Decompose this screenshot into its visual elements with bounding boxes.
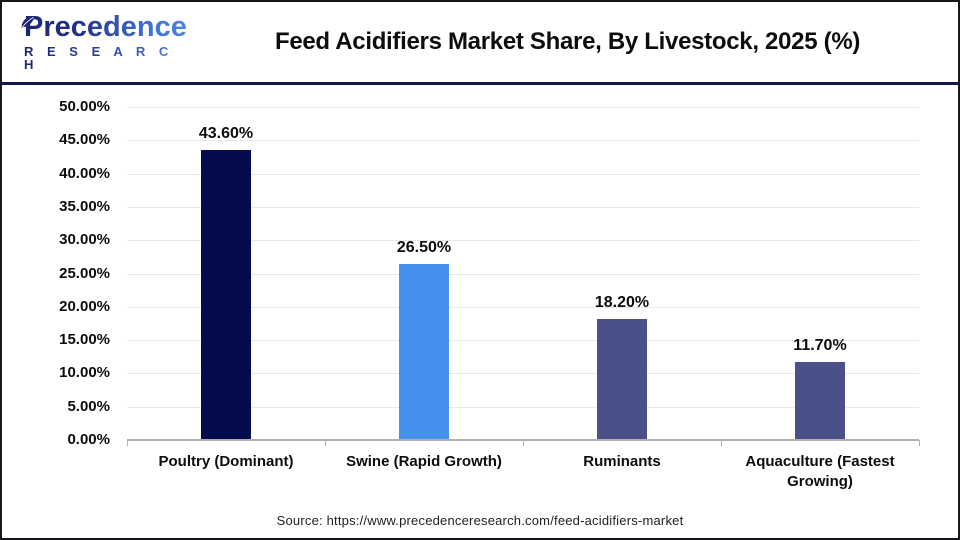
x-axis-category-label: Swine (Rapid Growth) <box>346 453 502 470</box>
x-axis-tick <box>919 440 920 446</box>
x-axis-tick <box>523 440 524 446</box>
gridline <box>127 173 919 175</box>
x-axis-category-label: Poultry (Dominant) <box>158 453 294 470</box>
y-axis-tick-label: 25.00% <box>59 264 110 282</box>
y-axis-tick-label: 10.00% <box>59 364 110 382</box>
x-axis-category-label: Ruminants <box>583 453 661 470</box>
gridline <box>127 406 919 408</box>
header: Precedence R E S E A R C H Feed Acidifie… <box>2 2 958 82</box>
logo-brand-subtitle: R E S E A R C H <box>24 45 187 71</box>
page-title: Feed Acidifiers Market Share, By Livesto… <box>274 28 861 55</box>
header-separator <box>2 82 958 85</box>
bar-slot: 43.60% <box>127 107 325 440</box>
bar-1 <box>201 149 251 440</box>
x-axis-tick <box>721 440 722 446</box>
y-axis-tick-label: 20.00% <box>59 297 110 315</box>
bar-4 <box>795 362 845 440</box>
x-axis-tick <box>127 440 128 446</box>
y-axis-tick-label: 15.00% <box>59 331 110 349</box>
x-axis-category-label: Aquaculture (Fastest Growing) <box>745 453 895 491</box>
y-axis-tick-label: 0.00% <box>67 431 110 448</box>
precedence-research-logo: Precedence R E S E A R C H <box>2 13 187 71</box>
gridline <box>127 140 919 142</box>
gridline <box>127 107 919 108</box>
gridline <box>127 240 919 242</box>
bar-value-label: 11.70% <box>793 337 847 355</box>
y-axis-tick-label: 50.00% <box>59 98 110 115</box>
gridline <box>127 206 919 208</box>
leaf-icon <box>21 16 35 28</box>
y-axis-tick-label: 40.00% <box>59 164 110 182</box>
y-axis-tick-label: 35.00% <box>59 197 110 215</box>
bar-value-label: 43.60% <box>198 124 254 142</box>
bar-2 <box>399 263 449 440</box>
bar-slot: 18.20% <box>523 107 721 440</box>
bar-slot: 11.70% <box>721 107 919 440</box>
gridline <box>127 340 919 342</box>
bar-value-label: 18.20% <box>594 293 650 311</box>
logo-brand-name: Precedence <box>24 11 187 43</box>
y-axis-tick-label: 5.00% <box>67 397 110 415</box>
bar-slot: 26.50% <box>325 107 523 440</box>
bar-3 <box>597 318 647 440</box>
y-axis-tick-label: 45.00% <box>59 131 110 149</box>
x-axis-tick <box>325 440 326 446</box>
source-attribution: Source: https://www.precedenceresearch.c… <box>276 513 684 528</box>
bar-value-label: 26.50% <box>396 238 452 256</box>
gridline <box>127 273 919 275</box>
y-axis-tick-label: 30.00% <box>59 231 110 249</box>
bar-chart-plot-area: 43.60% 26.50% 18.20% 11.70% <box>127 107 920 446</box>
gridline <box>127 373 919 375</box>
gridline <box>127 306 919 308</box>
